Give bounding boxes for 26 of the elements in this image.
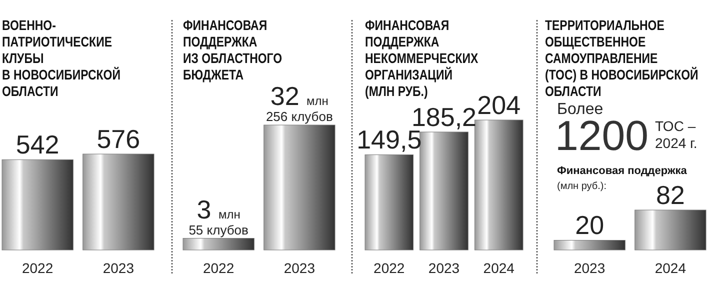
text: ТОС – 2024 г. <box>655 118 698 151</box>
text: Более <box>557 101 604 118</box>
x-tick-label: 2023 <box>284 260 316 276</box>
x-tick-label: 2022 <box>374 260 405 276</box>
data-label: 576 <box>96 124 140 154</box>
x-tick-label: 2023 <box>574 260 606 276</box>
data-label: 3 млн <box>196 194 240 224</box>
data-label: 204 <box>477 90 521 120</box>
x-tick-label: 2023 <box>428 260 460 276</box>
x-tick-label: 2022 <box>202 260 234 276</box>
chart-title: ФИНАНСОВАЯ ПОДДЕРЖКА ИЗ ОБЛАСТНОГО БЮДЖЕТА <box>183 16 282 83</box>
x-tick-label: 2023 <box>102 260 134 276</box>
x-tick-label: 2024 <box>483 260 515 276</box>
annotation: 55 клубов <box>188 222 249 238</box>
data-label: 542 <box>16 130 60 160</box>
chart-title: ТЕРРИТОРИАЛЬНОЕ ОБЩЕСТВЕННОЕ САМОУПРАВЛЕНИЕ (ТОС) В НОВОСИБИРСКОЙ ОБЛАСТИ <box>545 16 698 100</box>
x-tick-label: 2024 <box>654 260 686 276</box>
chart-subtitle: Финансовая поддержка <box>557 165 688 177</box>
data-label: 32 млн <box>270 81 328 111</box>
y-axis-title: (млн руб.): <box>557 181 607 192</box>
chart-title: ФИНАНСОВАЯ ПОДДЕРЖКА НЕКОММЕРЧЕСКИХ ОРГАНИЗАЦИЙ (МЛН РУБ.) <box>365 16 479 100</box>
x-tick-label: 2022 <box>22 260 54 276</box>
data-label: 82 <box>656 180 685 210</box>
chart-title: ВОЕННО- ПАТРИОТИЧЕСКИЕ КЛУБЫ В НОВОСИБИРСКОЙ ОБЛАСТИ <box>2 16 120 100</box>
annotation: 256 клубов <box>266 109 333 124</box>
data-label: 20 <box>575 210 604 240</box>
